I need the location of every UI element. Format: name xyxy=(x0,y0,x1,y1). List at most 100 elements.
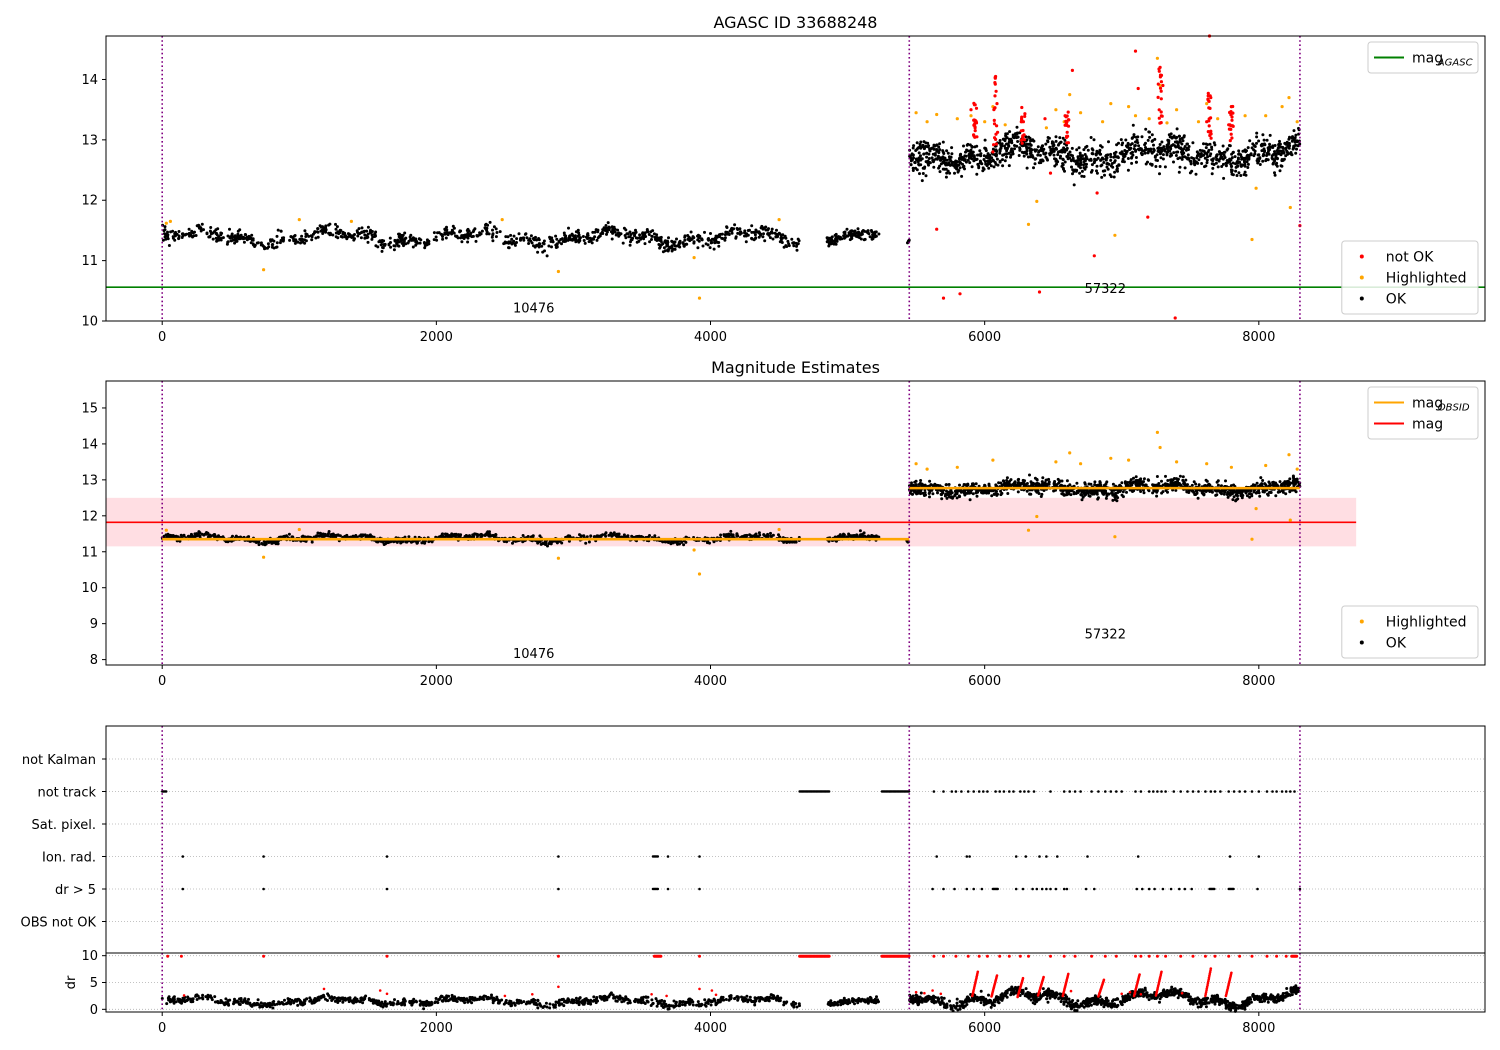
ok-point xyxy=(1095,149,1099,153)
ok-point xyxy=(322,226,325,230)
ok-point xyxy=(515,237,519,241)
ok-point xyxy=(1040,146,1043,150)
ok-point xyxy=(685,242,689,246)
ok-point xyxy=(611,228,615,231)
ok-point xyxy=(1273,150,1276,154)
highlighted-point xyxy=(983,120,987,124)
ok-point xyxy=(770,227,774,231)
y-tick-label: 11 xyxy=(81,254,98,269)
ok-point xyxy=(461,234,465,237)
ok-point xyxy=(1208,142,1212,146)
ok-point xyxy=(701,244,705,248)
ok-point xyxy=(407,535,411,539)
ok-point xyxy=(1061,157,1065,161)
ok-point xyxy=(361,534,365,538)
ok-point xyxy=(943,158,947,162)
ok-point xyxy=(1220,165,1224,168)
ok-point xyxy=(1168,135,1172,139)
not-ok-point xyxy=(1156,95,1160,99)
ok-point xyxy=(1098,148,1102,152)
ok-point xyxy=(915,168,919,172)
ok-point xyxy=(356,234,360,238)
ok-point xyxy=(1150,163,1154,167)
ok-point xyxy=(700,238,704,242)
ok-point xyxy=(1123,149,1127,152)
ok-point xyxy=(948,171,952,175)
ok-point xyxy=(1131,123,1135,127)
legend-box xyxy=(1367,41,1479,74)
ok-point xyxy=(1156,149,1160,153)
ok-point xyxy=(310,235,314,239)
ok-point xyxy=(1277,144,1281,148)
ok-point xyxy=(239,233,243,237)
ok-point xyxy=(319,229,323,233)
not-ok-point xyxy=(1158,86,1163,90)
ok-point xyxy=(166,235,170,239)
ok-point xyxy=(1174,154,1178,157)
ok-point xyxy=(911,169,915,172)
ok-point xyxy=(328,231,332,235)
legend-label: not OK xyxy=(1386,250,1434,266)
ok-point xyxy=(197,530,201,534)
ok-point xyxy=(1144,146,1147,149)
ok-point xyxy=(983,146,987,150)
ok-point xyxy=(209,226,213,229)
ok-point xyxy=(1246,146,1250,150)
ok-point xyxy=(1011,152,1015,156)
ok-point xyxy=(1121,157,1125,161)
ok-point xyxy=(174,230,177,234)
ok-point xyxy=(238,228,242,232)
highlighted-point xyxy=(556,269,561,274)
ok-point xyxy=(966,158,970,162)
ok-point xyxy=(1194,172,1198,176)
ok-point xyxy=(988,158,992,162)
ok-point xyxy=(975,172,979,176)
ok-point xyxy=(1032,166,1035,170)
not-ok-point xyxy=(1020,115,1024,119)
ok-point xyxy=(183,233,187,237)
ok-point xyxy=(966,149,970,153)
ok-point xyxy=(1000,491,1004,495)
ok-point xyxy=(958,153,962,157)
ok-point xyxy=(1264,159,1268,163)
ok-point xyxy=(1023,143,1026,147)
ok-point xyxy=(1273,173,1277,177)
ok-point xyxy=(995,157,999,161)
not-ok-point xyxy=(972,118,976,122)
ok-point xyxy=(1142,480,1145,484)
ok-point xyxy=(1195,156,1199,160)
x-tick-label: 2000 xyxy=(420,330,453,345)
ok-point xyxy=(1042,489,1046,492)
ok-point xyxy=(1261,479,1265,482)
ok-point xyxy=(833,240,837,244)
ok-point xyxy=(1090,163,1094,167)
ok-point xyxy=(1132,135,1136,139)
ok-point xyxy=(1214,161,1218,165)
ok-point xyxy=(1005,152,1009,156)
not-ok-point xyxy=(1019,138,1023,142)
ok-point xyxy=(1137,482,1140,485)
ok-point xyxy=(288,238,292,242)
ok-point xyxy=(1058,479,1062,483)
ok-point xyxy=(457,533,461,537)
ok-point xyxy=(409,540,413,544)
ok-point xyxy=(862,238,866,242)
ok-point xyxy=(1278,149,1282,153)
ok-point xyxy=(328,222,332,226)
ok-point xyxy=(769,534,773,538)
ok-point xyxy=(1238,160,1242,164)
ok-point xyxy=(1082,163,1085,167)
ok-point xyxy=(535,238,539,242)
ok-point xyxy=(717,241,721,244)
ok-point xyxy=(1055,162,1058,166)
ok-point xyxy=(1169,132,1173,136)
ok-point xyxy=(596,236,600,240)
ok-point xyxy=(928,495,931,499)
ok-point xyxy=(1255,135,1259,139)
ok-point xyxy=(1235,174,1239,177)
ok-point xyxy=(439,232,443,236)
ok-point xyxy=(583,241,587,245)
ok-point xyxy=(1266,158,1270,162)
not-ok-point xyxy=(1230,118,1234,122)
